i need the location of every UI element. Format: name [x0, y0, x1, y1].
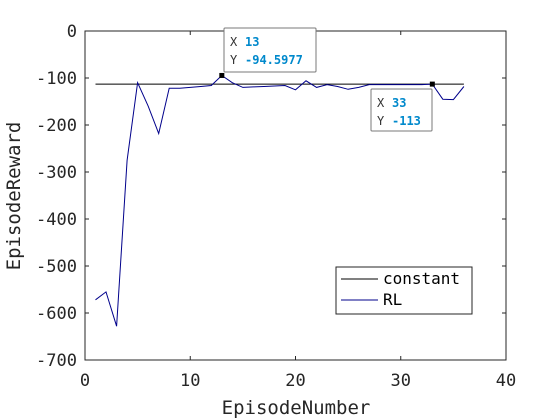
datatip-y-key: Y: [230, 53, 238, 67]
legend-box: [335, 266, 473, 315]
series-layer: [95, 74, 465, 327]
y-tick-label: -100: [36, 69, 77, 89]
datatip-x-value: 13: [245, 35, 259, 49]
datatip-marker: [429, 81, 435, 87]
series-line-rl: [95, 74, 465, 327]
datatip-x-key: X: [377, 96, 385, 110]
datatip-y-key: Y: [377, 114, 385, 128]
x-tick-label: 20: [285, 371, 305, 391]
y-tick-label: -600: [36, 304, 77, 324]
datatip-y-value: -94.5977: [245, 53, 303, 67]
y-axis-label: EpisodeReward: [3, 122, 25, 271]
x-axis-label: EpisodeNumber: [222, 397, 371, 419]
y-tick-label: -300: [36, 163, 77, 183]
legend-entry-rl: RL: [383, 290, 402, 309]
datatips: X 13 Y -94.5977 X 33 Y -113: [219, 27, 435, 132]
x-tick-label: 10: [180, 371, 200, 391]
y-tick-label: -400: [36, 210, 77, 230]
x-tick-label: 30: [391, 371, 411, 391]
datatip-marker: [219, 72, 225, 78]
y-tick-label: 0: [67, 22, 77, 42]
x-tick-label: 40: [496, 371, 516, 391]
legend: constant RL: [335, 266, 473, 315]
ticks: 0 10 20 30 40 0 -100 -200 -300 -400 -500 -600 -700: [36, 22, 516, 391]
datatip-x-key: X: [230, 35, 238, 49]
datatip-box: [223, 27, 317, 73]
y-tick-label: -500: [36, 257, 77, 277]
legend-entry-constant: constant: [383, 269, 460, 288]
datatip-box: [370, 88, 433, 132]
y-tick-label: -700: [36, 351, 77, 371]
x-tick-label: 0: [80, 371, 90, 391]
y-tick-label: -200: [36, 116, 77, 136]
datatip-x-value: 33: [392, 96, 406, 110]
datatip-y-value: -113: [392, 114, 421, 128]
